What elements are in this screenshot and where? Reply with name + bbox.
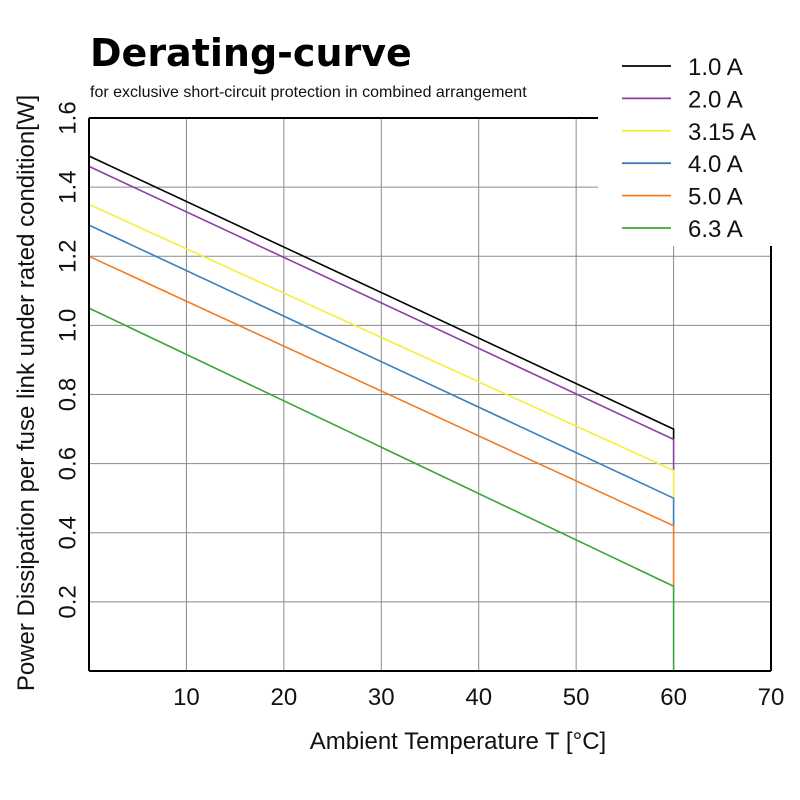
x-tick-label: 10: [173, 684, 200, 711]
y-tick-label: 1.6: [54, 101, 81, 134]
legend-label: 5.0 A: [688, 184, 743, 211]
tick-labels: 10 20 30 40 50 60 70 0.2 0.4 0.6 0.8 1.0 1.2 1.4 1.6: [54, 101, 784, 711]
y-tick-label: 1.2: [54, 240, 81, 273]
x-tick-label: 60: [660, 684, 687, 711]
legend-label: 6.3 A: [688, 216, 743, 243]
x-tick-label: 40: [465, 684, 492, 711]
series-line: [88, 224, 675, 526]
legend-label: 1.0 A: [688, 54, 743, 81]
x-axis-label: Ambient Temperature T [°C]: [310, 728, 606, 755]
chart-title: Derating-curve: [90, 31, 412, 75]
series-line: [88, 203, 675, 499]
series-group: [88, 155, 675, 671]
legend-label: 2.0 A: [688, 86, 743, 113]
x-tick-label: 30: [368, 684, 395, 711]
series-line: [88, 155, 675, 440]
series-line: [88, 165, 675, 471]
y-tick-label: 1.0: [54, 309, 81, 342]
y-tick-label: 0.8: [54, 378, 81, 411]
x-tick-label: 50: [563, 684, 590, 711]
chart-subtitle: for exclusive short-circuit protection i…: [90, 84, 527, 101]
legend: 1.0 A 2.0 A 3.15 A 4.0 A 5.0 A 6.3 A: [622, 54, 756, 243]
x-tick-label: 20: [271, 684, 298, 711]
y-tick-label: 1.4: [54, 170, 81, 203]
legend-background: [598, 50, 778, 246]
legend-label: 3.15 A: [688, 119, 756, 146]
legend-label: 4.0 A: [688, 151, 743, 178]
y-tick-label: 0.6: [54, 447, 81, 480]
series-line: [88, 307, 675, 671]
x-tick-label: 70: [758, 684, 785, 711]
y-tick-label: 0.2: [54, 585, 81, 618]
y-tick-label: 0.4: [54, 516, 81, 549]
series-line: [88, 255, 675, 587]
y-axis-label: Power Dissipation per fuse link under ra…: [13, 95, 40, 691]
